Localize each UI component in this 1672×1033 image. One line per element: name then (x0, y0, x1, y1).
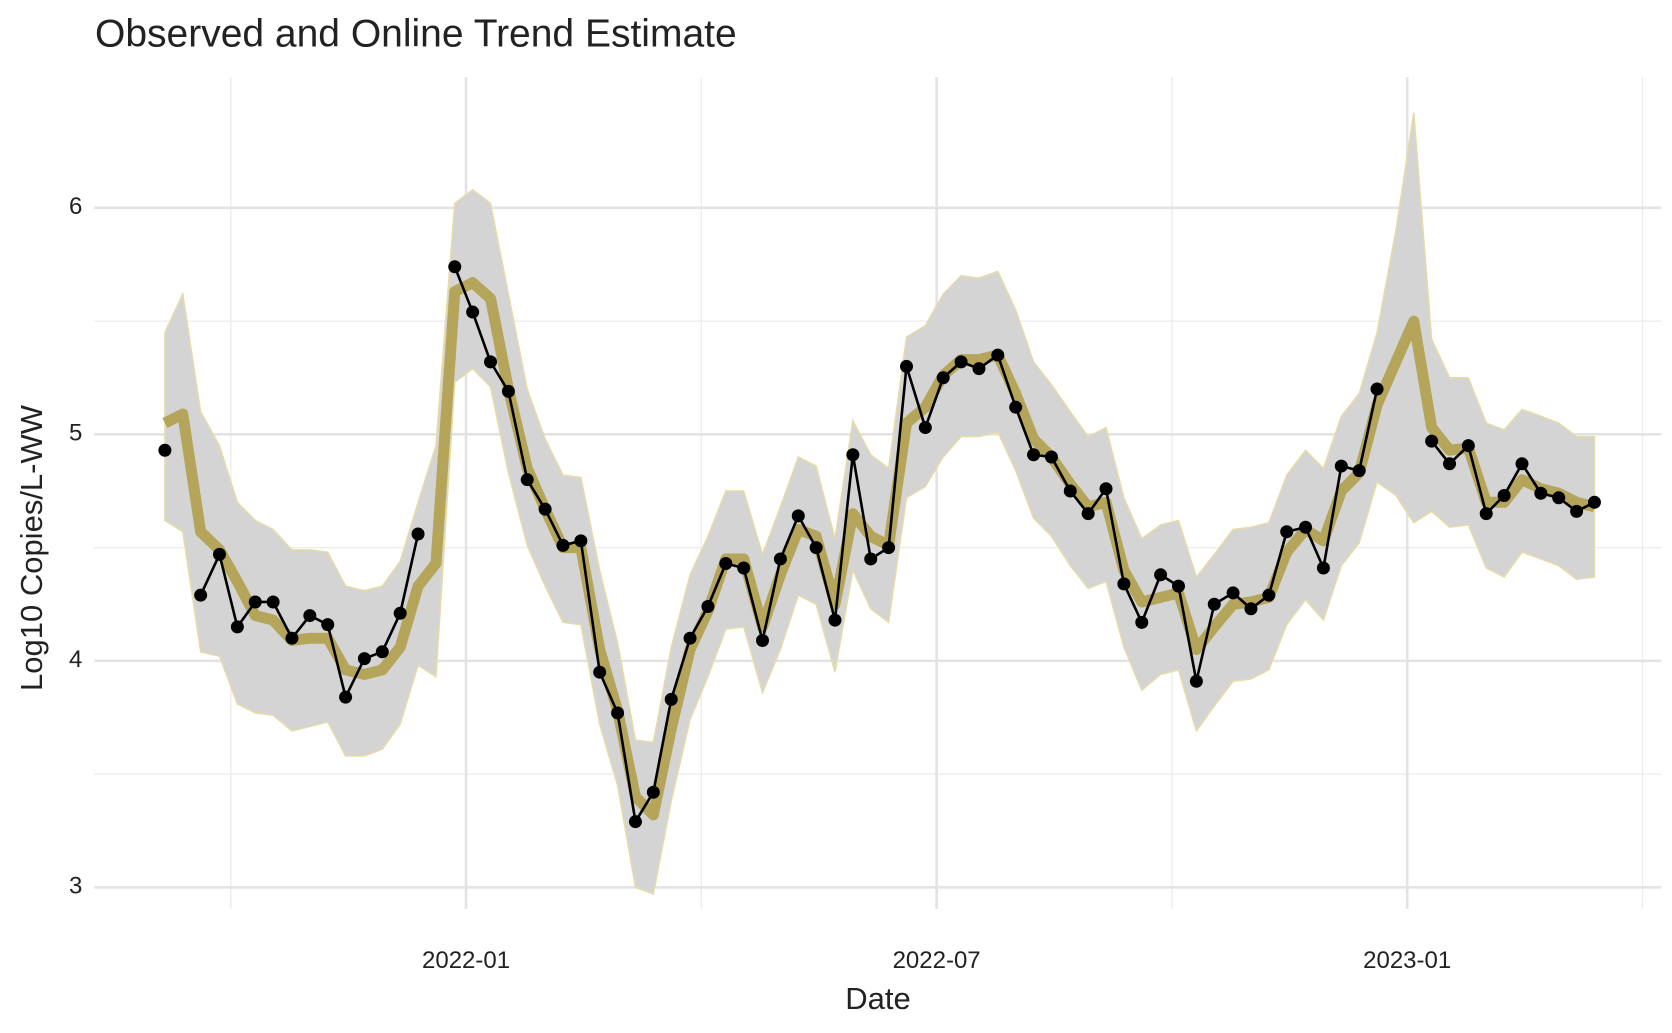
observed-point (1044, 450, 1058, 464)
observed-point (1425, 434, 1439, 448)
observed-point (375, 645, 389, 659)
observed-point (466, 305, 480, 319)
observed-point (846, 448, 860, 462)
observed-point (701, 600, 715, 614)
observed-point (1497, 489, 1511, 503)
observed-point (1027, 448, 1041, 462)
observed-point (1009, 400, 1023, 414)
observed-point (484, 355, 498, 369)
confidence-band (164, 112, 1596, 896)
observed-point (248, 595, 262, 609)
observed-point (321, 618, 335, 632)
observed-point (1461, 439, 1475, 453)
x-tick-label: 2023-01 (1363, 947, 1451, 974)
observed-point (593, 665, 607, 679)
observed-point (628, 815, 642, 829)
observed-point (1352, 464, 1366, 478)
observed-point (900, 359, 914, 373)
observed-point (285, 631, 299, 645)
observed-point (1299, 520, 1313, 534)
observed-point (1154, 568, 1168, 582)
observed-point (1443, 457, 1457, 471)
plot-area (158, 112, 1601, 896)
observed-point (1334, 459, 1348, 473)
observed-point (954, 355, 968, 369)
x-tick-label: 2022-07 (893, 947, 981, 974)
observed-point (448, 260, 462, 274)
observed-point (303, 609, 317, 623)
observed-point (864, 552, 878, 566)
observed-point (1370, 382, 1384, 396)
observed-point (1207, 597, 1221, 611)
observed-point (646, 785, 660, 799)
observed-point (1515, 457, 1529, 471)
observed-point (1081, 507, 1095, 521)
observed-point (1244, 602, 1258, 616)
observed-point (1262, 588, 1276, 602)
observed-point (266, 595, 280, 609)
observed-point (212, 547, 226, 561)
observed-point (411, 527, 425, 541)
observed-point (719, 556, 733, 570)
observed-point (574, 534, 588, 548)
observed-point (1117, 577, 1131, 591)
observed-point (936, 371, 950, 385)
observed-point (1135, 615, 1149, 629)
y-axis-title: Log10 Copies/L-WW (14, 404, 49, 691)
x-tick-label: 2022-01 (422, 947, 510, 974)
observed-point (1479, 507, 1493, 521)
observed-point (158, 443, 172, 457)
observed-point (809, 541, 823, 555)
observed-point (611, 706, 625, 720)
observed-point (1552, 491, 1566, 505)
observed-point (520, 473, 534, 487)
observed-point (991, 348, 1005, 362)
observed-point (194, 588, 208, 602)
observed-point (1570, 504, 1584, 518)
observed-point (756, 633, 770, 647)
observed-point (1189, 674, 1203, 688)
observed-point (357, 652, 371, 666)
observed-point (1063, 484, 1077, 498)
observed-point (1099, 482, 1113, 496)
observed-point (339, 690, 353, 704)
observed-point (773, 552, 787, 566)
x-axis-title: Date (845, 981, 910, 1016)
observed-point (791, 509, 805, 523)
observed-point (230, 620, 244, 634)
observed-point (918, 421, 932, 435)
observed-point (683, 631, 697, 645)
y-tick-label: 4 (69, 646, 82, 673)
observed-point (393, 606, 407, 620)
y-tick-label: 6 (69, 193, 82, 220)
observed-point (1587, 495, 1601, 509)
observed-point (1316, 561, 1330, 575)
observed-point (538, 502, 552, 516)
observed-point (972, 362, 986, 376)
observed-point (556, 538, 570, 552)
y-tick-label: 5 (69, 420, 82, 447)
observed-point (501, 384, 515, 398)
y-tick-label: 3 (69, 873, 82, 900)
observed-point (882, 541, 896, 555)
observed-point (828, 613, 842, 627)
chart-title: Observed and Online Trend Estimate (95, 12, 737, 55)
observed-point (1226, 586, 1240, 600)
observed-point (664, 692, 678, 706)
observed-point (1534, 486, 1548, 500)
observed-point (1280, 525, 1294, 539)
observed-point (737, 561, 751, 575)
observed-point (1171, 579, 1185, 593)
